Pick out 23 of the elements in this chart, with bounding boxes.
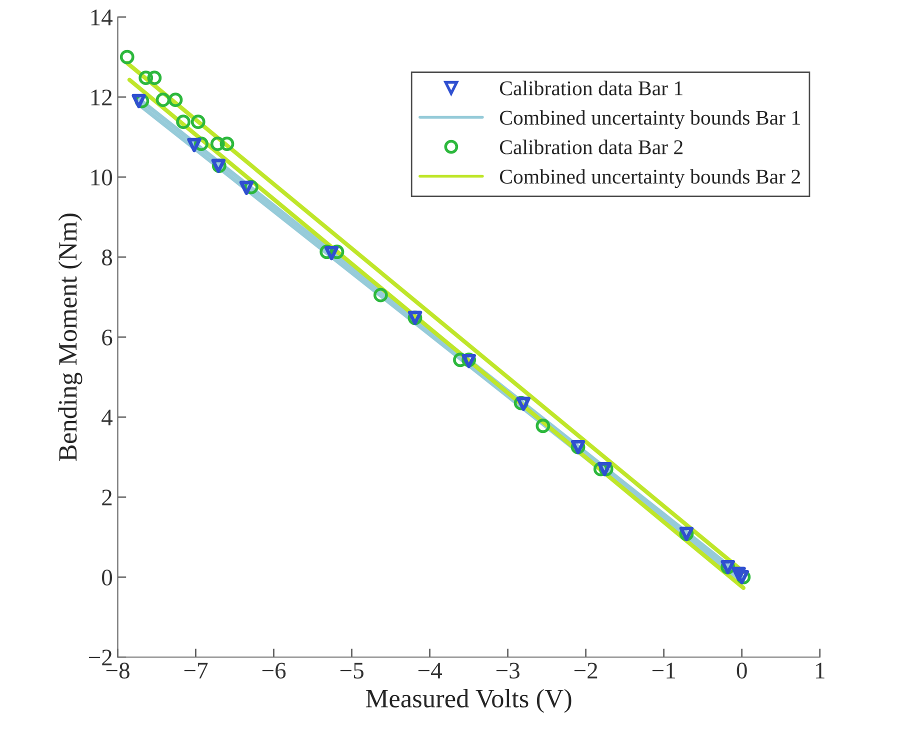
- legend-label: Combined uncertainty bounds Bar 1: [500, 110, 800, 130]
- y-tick-label: 0: [102, 570, 112, 586]
- x-tick-label: −5: [340, 662, 364, 679]
- x-tick-label: −2: [574, 662, 598, 678]
- y-tick-label: 12: [91, 90, 112, 106]
- legend-label: Calibration data Bar 2: [500, 140, 682, 154]
- legend-label: Calibration data Bar 1: [500, 80, 682, 96]
- y-tick-label: 4: [102, 410, 113, 426]
- x-tick-label: −3: [496, 662, 520, 679]
- x-tick-label: 1: [816, 662, 824, 678]
- x-axis-title: Measured Volts (V): [366, 688, 572, 713]
- y-tick-label: 8: [102, 250, 112, 266]
- x-tick-label: 0: [736, 662, 747, 679]
- legend-label: Combined uncertainty bounds Bar 2: [500, 169, 800, 188]
- y-tick-label: 2: [102, 490, 112, 506]
- y-tick-label: 14: [91, 10, 113, 26]
- y-tick-label: 6: [102, 330, 112, 346]
- y-axis-title: Bending Moment (Nm): [58, 214, 82, 461]
- y-tick-label: 10: [91, 170, 112, 186]
- x-tick-label: −1: [652, 662, 676, 678]
- x-tick-label: −6: [262, 662, 286, 679]
- x-tick-label: −4: [418, 662, 442, 678]
- x-tick-label: −7: [184, 662, 208, 678]
